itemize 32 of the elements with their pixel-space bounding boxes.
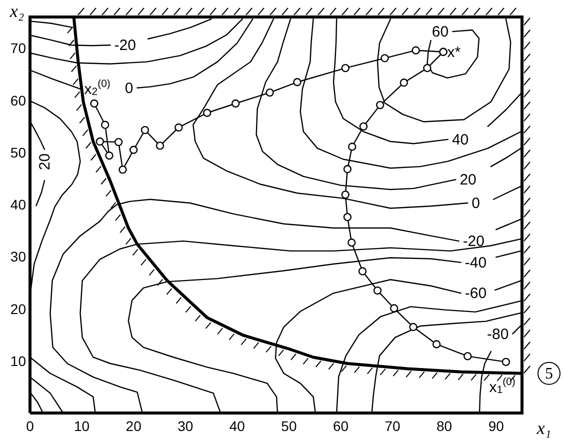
y-tick-label: 50 — [10, 144, 26, 160]
y-tick-label: 10 — [10, 352, 26, 369]
x-tick-label: 40 — [229, 418, 246, 434]
x-tick-label: 50 — [281, 418, 297, 434]
x-tick-label: 90 — [488, 418, 504, 434]
x-axis-title: x₁ — [536, 418, 552, 438]
annotation: -20 — [114, 36, 136, 54]
annotation: 0 — [472, 194, 480, 212]
annotation: -80 — [486, 325, 509, 342]
y-tick-label: 20 — [10, 300, 26, 317]
y-tick-label: 40 — [10, 196, 26, 213]
x-tick-label: 70 — [384, 418, 401, 434]
x-tick-label: 60 — [332, 418, 349, 434]
x-tick-label: 20 — [126, 418, 142, 434]
x-tick-label: 0 — [26, 418, 34, 434]
annotation: -60 — [464, 284, 487, 302]
x-tick-label: 80 — [436, 418, 452, 434]
annotation: 40 — [452, 130, 469, 148]
text: 5 — [545, 364, 553, 382]
x-tick-label: 10 — [74, 418, 90, 434]
annotation: -40 — [464, 254, 487, 271]
annotation: 0 — [124, 79, 134, 96]
y-tick-label: 30 — [10, 248, 26, 265]
annotation: 20 — [460, 171, 476, 188]
y-tick-label: 60 — [10, 92, 26, 108]
annotation: 20 — [36, 153, 53, 170]
x-tick-label: 30 — [178, 418, 194, 434]
annotation: x* — [447, 43, 461, 60]
annotation: -20 — [462, 232, 485, 250]
y-axis-title: x₂ — [8, 1, 24, 21]
y-tick-label: 70 — [10, 40, 26, 56]
annotation: 60 — [432, 23, 449, 40]
